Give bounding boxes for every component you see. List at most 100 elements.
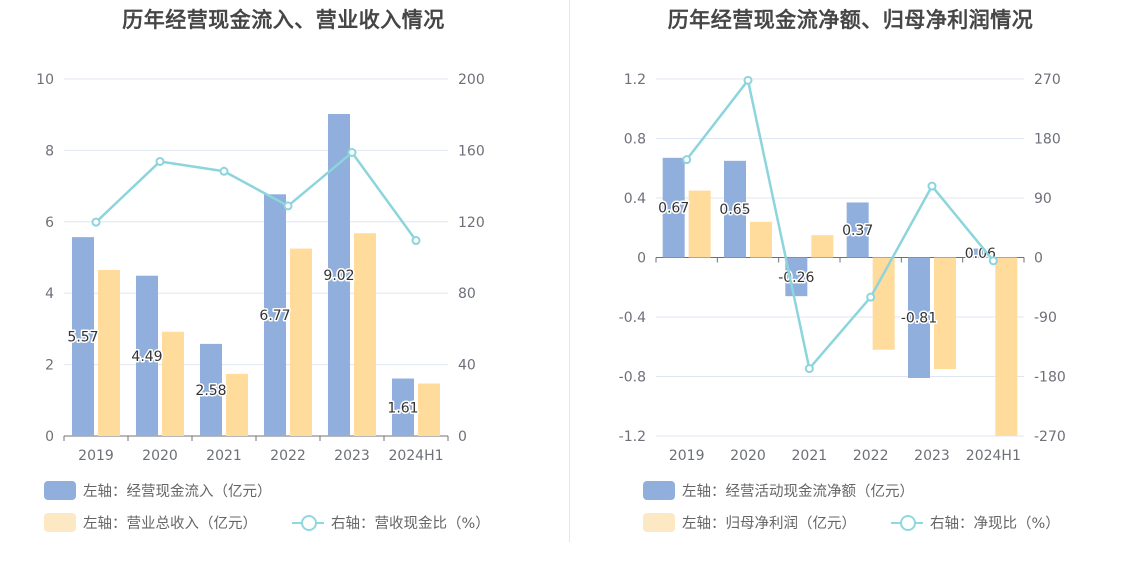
right-chart-plot: -1.2 -0.8 -0.4 0 0.4 0.8 1.2 -270 -180 -90 0 90 180 2… (619, 72, 1066, 464)
left-bar-primary (200, 343, 222, 436)
right-bar-data-label: -0.26 (778, 270, 814, 286)
right-y-right-tick-label: -270 (1034, 429, 1066, 445)
left-bar-data-label: 5.57 (67, 330, 98, 346)
right-y-left-tick-label: -0.4 (619, 310, 646, 326)
left-bar-data-label: 9.02 (323, 268, 354, 284)
left-y-left-tick-label: 4 (45, 286, 54, 302)
left-bar-data-label: 4.49 (131, 349, 162, 365)
legend-label-left-primary: 左轴：经营现金流入（亿元） (83, 484, 272, 500)
left-bar-data-label: 1.61 (387, 400, 418, 416)
left-chart-title: 历年经营现金流入、营业收入情况 (122, 8, 445, 32)
right-y-right-tick-label: 180 (1034, 132, 1061, 148)
left-bar-data-label: 2.58 (195, 383, 226, 399)
left-x-tick-label: 2024H1 (388, 448, 443, 464)
right-chart-group: -1.2 -0.8 -0.4 0 0.4 0.8 1.2 -270 -180 -90 0 90 180 2… (619, 72, 1066, 464)
right-bar-primary (908, 257, 930, 378)
left-bar-secondary (162, 331, 184, 436)
right-line-point (804, 364, 814, 374)
right-bar-secondary (750, 221, 772, 258)
right-y-left-tick-label: 1.2 (624, 72, 646, 88)
legend-swatch-right-primary (643, 481, 675, 500)
right-bar-secondary (934, 257, 956, 370)
right-x-tick-label: 2023 (914, 448, 950, 464)
right-bar-data-label: 0.67 (658, 201, 689, 217)
left-x-tick-label: 2020 (142, 448, 178, 464)
right-y-left-tick-label: -0.8 (619, 370, 646, 386)
right-bar-secondary (872, 257, 895, 350)
left-x-tick-label: 2021 (206, 448, 242, 464)
legend-label-right-primary: 左轴：经营活动现金流净额（亿元） (682, 484, 914, 500)
legend-line-icon-left (292, 513, 324, 532)
right-bar-secondary (995, 257, 1018, 436)
left-y-right-tick-label: 0 (458, 429, 467, 445)
legend-item-left-line[interactable]: 右轴：营收现金比（%） (292, 512, 490, 533)
right-line-point (682, 155, 692, 165)
right-chart-panel: 历年经营现金流净额、归母净利润情况 -1.2 -0.8 -0.4 0 0.4 0.8 1.2… (567, 0, 1134, 582)
right-bar-secondary (688, 190, 711, 258)
right-bar-data-label: 0.06 (965, 246, 996, 262)
left-chart-group: 0 2 4 6 8 10 0 40 80 120 160 200 2019 2020 2021 2022 202… (36, 72, 485, 464)
right-line-point (866, 292, 876, 302)
legend-line-icon-right (891, 513, 923, 532)
left-x-tick-label: 2022 (270, 448, 306, 464)
left-line-series (95, 151, 418, 242)
legend-item-right-line[interactable]: 右轴：净现比（%） (891, 512, 1060, 533)
left-chart-panel: 历年经营现金流入、营业收入情况 0 2 4 6 8 10 0 40 80 120 160 200 201… (36, 8, 490, 533)
left-x-tick-label: 2019 (78, 448, 114, 464)
legend-item-right-secondary[interactable]: 左轴：归母净利润（亿元） (643, 512, 856, 533)
left-line-point (411, 236, 421, 246)
right-y-left-tick-label: 0.4 (624, 191, 646, 207)
legend-label-left-line: 右轴：营收现金比（%） (331, 516, 490, 532)
right-y-right-tick-label: 90 (1034, 191, 1052, 207)
right-y-left-tick-label: 0 (637, 251, 646, 267)
left-y-left-tick-label: 8 (45, 143, 54, 159)
left-y-right-tick-label: 160 (458, 143, 485, 159)
left-y-right-tick-label: 120 (458, 215, 485, 231)
left-bar-primary (264, 194, 286, 436)
right-bar-primary (662, 157, 685, 258)
legend-item-right-primary[interactable]: 左轴：经营活动现金流净额（亿元） (643, 480, 914, 501)
right-bar-data-label: -0.81 (901, 311, 937, 327)
right-y-left-tick-label: -1.2 (619, 429, 646, 445)
right-line-point (927, 181, 937, 191)
legend-item-left-primary[interactable]: 左轴：经营现金流入（亿元） (44, 480, 272, 501)
left-line-point (283, 201, 293, 211)
right-y-right-tick-label: 0 (1034, 251, 1043, 267)
right-x-tick-label: 2019 (669, 448, 705, 464)
right-x-tick-label: 2020 (730, 448, 766, 464)
left-bar-primary (328, 113, 350, 437)
legend-swatch-left-primary (44, 481, 76, 500)
right-chart-title: 历年经营现金流净额、归母净利润情况 (667, 8, 1034, 32)
right-y-right-tick-label: -180 (1034, 370, 1066, 386)
left-chart-plot: 0 2 4 6 8 10 0 40 80 120 160 200 2019 2020 2021 2022 202… (36, 72, 485, 464)
left-bar-primary (136, 275, 158, 436)
right-x-tick-label: 2021 (792, 448, 828, 464)
right-line-point (743, 75, 753, 85)
left-bar-primary (392, 378, 414, 436)
left-y-left-tick-label: 2 (45, 358, 54, 374)
left-bar-primary (72, 237, 94, 436)
right-x-tick-label: 2022 (853, 448, 889, 464)
left-y-left-tick-label: 6 (45, 215, 54, 231)
right-y-right-tick-label: -90 (1034, 310, 1057, 326)
left-line-point (347, 148, 357, 158)
right-bar-primary (969, 248, 992, 258)
left-bar-secondary (226, 373, 248, 436)
legend-label-right-line: 右轴：净现比（%） (930, 516, 1060, 532)
left-line-point (219, 166, 229, 176)
right-bar-data-label: 0.37 (842, 223, 873, 239)
right-x-tick-label: 2024H1 (966, 448, 1021, 464)
legend-label-right-secondary: 左轴：归母净利润（亿元） (682, 516, 856, 532)
left-y-right-tick-label: 200 (458, 72, 485, 88)
right-bar-primary (724, 160, 746, 258)
panel-divider (569, 0, 570, 542)
right-y-right-tick-label: 270 (1034, 72, 1061, 88)
legend-swatch-right-secondary (643, 513, 675, 532)
left-bar-secondary (98, 269, 120, 436)
legend-item-left-secondary[interactable]: 左轴：营业总收入（亿元） (44, 512, 257, 533)
right-line-series (685, 79, 995, 370)
left-bar-secondary (354, 233, 376, 436)
left-y-right-tick-label: 40 (458, 358, 476, 374)
right-bar-data-label: 0.65 (719, 202, 750, 218)
left-bar-data-label: 6.77 (259, 308, 290, 324)
